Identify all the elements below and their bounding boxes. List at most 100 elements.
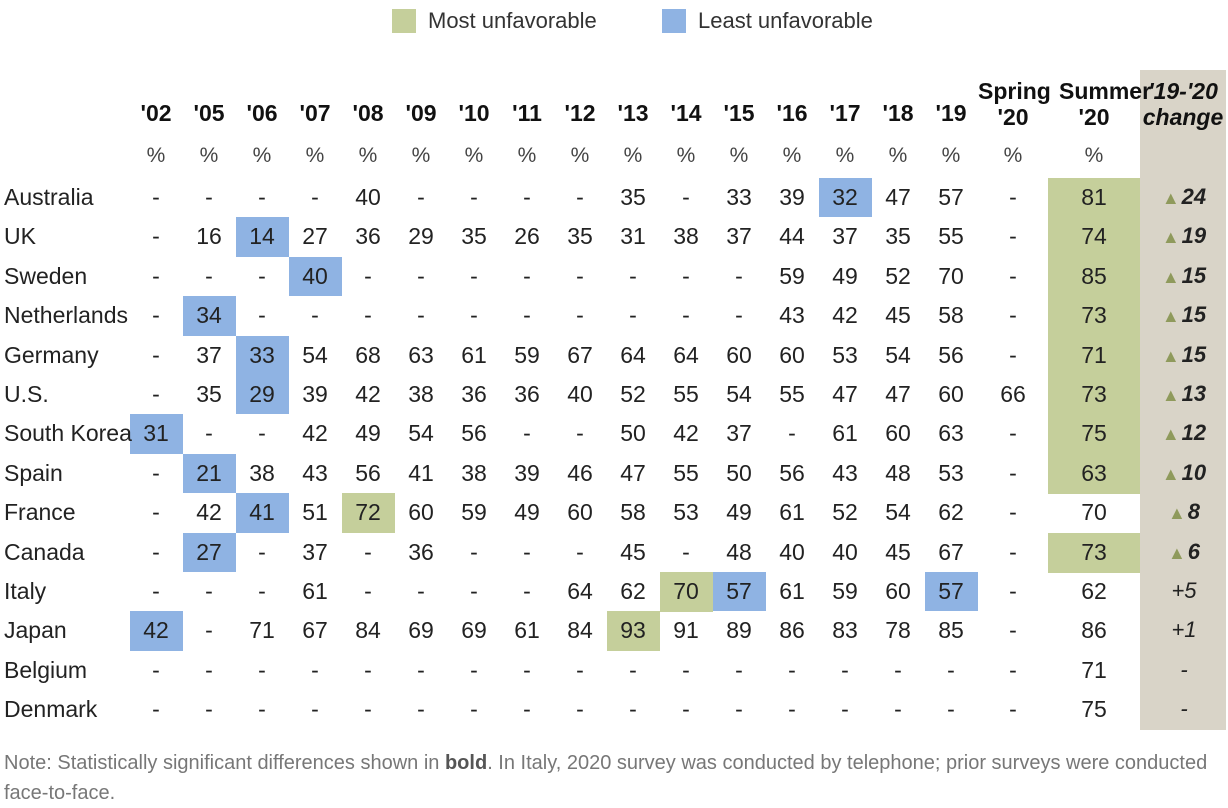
change-number: 12 — [1181, 420, 1207, 446]
table-cell: - — [470, 184, 478, 210]
table-cell: - — [470, 538, 478, 565]
table-cell: - — [152, 184, 160, 210]
table-cell: - — [417, 302, 425, 329]
least-unfavorable-highlight — [712, 572, 766, 612]
table-cell: 50 — [726, 459, 752, 486]
row-label: Netherlands — [4, 302, 129, 329]
column-header: '05 — [193, 100, 225, 126]
triangle-up-icon: ▲ — [1161, 424, 1180, 445]
row-label: U.S. — [4, 381, 49, 407]
change-number: 15 — [1181, 302, 1207, 328]
table-cell: 29 — [408, 223, 434, 250]
most-unfavorable-highlight — [341, 493, 395, 534]
note-suffix: . In Italy, 2020 survey was conducted by… — [4, 752, 1208, 804]
table-cell: - — [258, 262, 266, 289]
most-unfavorable-highlight — [1048, 532, 1140, 573]
change-number: 10 — [1181, 459, 1207, 485]
table-cell: - — [152, 302, 160, 329]
table-cell: - — [311, 696, 319, 723]
table-cell: - — [417, 696, 425, 723]
least-unfavorable-highlight — [818, 178, 872, 218]
least-unfavorable-highlight — [235, 335, 289, 375]
triangle-up-icon: ▲ — [1161, 385, 1180, 405]
table-cell: - — [152, 696, 160, 723]
column-header: '02 — [140, 100, 172, 126]
table-cell: 33 — [726, 184, 752, 210]
table-cell: 35 — [196, 381, 222, 407]
column-header: '16 — [776, 100, 808, 126]
table-cell: - — [576, 656, 584, 683]
column-header-line2: '20 — [997, 104, 1029, 130]
table-cell: 29 — [249, 381, 275, 407]
table-cell: 37 — [832, 223, 858, 250]
column-unit: % — [358, 144, 378, 167]
table-cell: - — [682, 262, 690, 289]
column-header: Spring '20 — [978, 78, 1051, 130]
table-cell: 54 — [408, 420, 434, 447]
most-unfavorable-highlight — [1048, 453, 1140, 494]
table-cell: 71 — [1081, 656, 1107, 683]
table-cell: - — [894, 696, 902, 723]
row-label: South Korea — [4, 420, 132, 447]
least-unfavorable-highlight — [235, 217, 289, 257]
change-column-header: '19-'20 change — [1140, 78, 1226, 130]
table-cell: 63 — [938, 420, 964, 447]
legend-least-label: Least unfavorable — [698, 8, 873, 33]
table-cell: - — [1009, 302, 1017, 329]
table-cell: 31 — [143, 420, 169, 447]
table-cell: - — [523, 262, 531, 289]
table-cell: 64 — [567, 578, 593, 604]
table-cell: - — [152, 459, 160, 486]
table-cell: 59 — [779, 262, 805, 289]
table-cell: - — [152, 341, 160, 368]
table-cell: 39 — [302, 381, 328, 407]
table-cell: 38 — [249, 459, 275, 486]
table-cell: - — [523, 420, 531, 447]
table-cell: 49 — [832, 262, 858, 289]
table-cell: 58 — [938, 302, 964, 329]
column-unit: % — [305, 144, 325, 167]
table-cell: - — [205, 656, 213, 683]
table-cell: 56 — [355, 459, 381, 486]
table-cell: - — [1009, 499, 1017, 526]
table-cell: 38 — [673, 223, 699, 250]
most-unfavorable-highlight — [1048, 335, 1140, 376]
column-unit: % — [782, 144, 802, 167]
table-cell: 35 — [567, 223, 593, 250]
table-cell: - — [523, 578, 531, 604]
row-label: Spain — [4, 459, 63, 486]
table-cell: 37 — [726, 223, 752, 250]
table-cell: - — [152, 262, 160, 289]
column-unit: % — [252, 144, 272, 167]
least-unfavorable-highlight — [182, 296, 236, 336]
table-cell: 27 — [196, 538, 222, 565]
table-cell: - — [258, 420, 266, 447]
table-cell: 83 — [832, 617, 858, 644]
table-cell: 47 — [885, 184, 911, 210]
table-cell: - — [258, 184, 266, 210]
table-cell: 68 — [355, 341, 381, 368]
table-cell: - — [470, 696, 478, 723]
table-cell: 54 — [302, 341, 328, 368]
table-cell: - — [1009, 341, 1017, 368]
change-value: ▲19 — [1148, 223, 1220, 249]
least-unfavorable-highlight — [182, 453, 236, 494]
table-cell: - — [735, 262, 743, 289]
legend-most-swatch — [392, 9, 416, 33]
table-cell: - — [417, 656, 425, 683]
table-cell: 40 — [355, 184, 381, 210]
table-cell: - — [364, 656, 372, 683]
table-cell: 40 — [779, 538, 805, 565]
table-cell: 73 — [1081, 538, 1107, 565]
change-value: ▲12 — [1148, 420, 1220, 446]
column-header: '07 — [299, 100, 331, 126]
table-cell: - — [152, 381, 160, 407]
table-cell: 70 — [938, 262, 964, 289]
change-value: ▲15 — [1148, 342, 1220, 368]
change-number: 8 — [1187, 499, 1201, 525]
table-cell: 63 — [408, 341, 434, 368]
change-number: 19 — [1181, 223, 1207, 249]
table-cell: 58 — [620, 499, 646, 526]
table-cell: 55 — [673, 381, 699, 407]
legend-least-unfavorable: Least unfavorable — [662, 6, 873, 36]
